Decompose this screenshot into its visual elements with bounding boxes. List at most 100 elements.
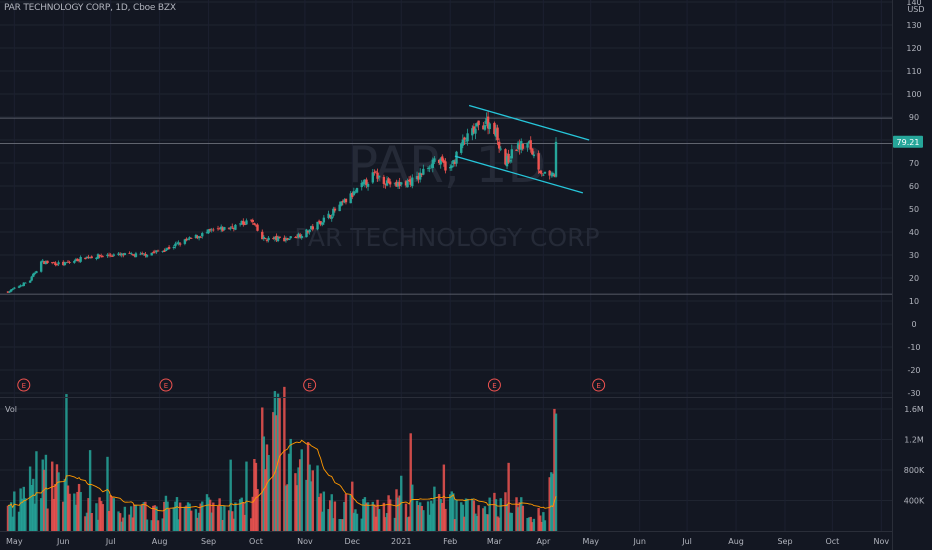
candle-body: [521, 143, 525, 149]
earnings-marker-label: E: [596, 382, 600, 390]
volume-bar: [415, 500, 419, 531]
candle-body: [219, 226, 223, 230]
candle-body: [41, 260, 44, 262]
volume-bar: [79, 492, 82, 531]
candle-body: [286, 238, 289, 240]
volume-series: [6, 386, 558, 531]
candle-body: [101, 256, 104, 258]
candle-body: [188, 237, 191, 239]
volume-bar: [493, 492, 496, 531]
volume-bar: [141, 504, 144, 531]
volume-bar: [542, 512, 545, 531]
volume-bar: [388, 499, 392, 531]
trend-line[interactable]: [454, 155, 584, 194]
volume-bar: [521, 505, 525, 531]
candle-body: [156, 250, 160, 252]
volume-bar: [62, 501, 65, 531]
price-tick-label: 70: [909, 159, 919, 168]
candle-body: [355, 188, 359, 193]
candle-body: [344, 198, 348, 203]
candle-body: [194, 234, 198, 239]
volume-bar: [218, 498, 221, 531]
volume-bar: [377, 509, 381, 531]
earnings-marker[interactable]: [303, 378, 317, 392]
volume-bar: [199, 503, 202, 531]
candle-body: [142, 253, 146, 255]
volume-bar: [393, 517, 397, 531]
candle-body: [311, 226, 314, 230]
candle-body: [172, 246, 176, 249]
candle-body: [232, 227, 236, 229]
volume-bar: [466, 498, 469, 531]
candle-body: [231, 226, 234, 228]
volume-bar: [172, 507, 176, 531]
candle-body: [267, 237, 270, 241]
candle-body: [39, 261, 43, 272]
last-price-text: 79.21: [897, 138, 920, 147]
candle-body: [366, 183, 370, 187]
candle-body: [305, 229, 308, 238]
volume-bar: [95, 503, 98, 531]
volume-bar: [395, 489, 398, 531]
volume-bar: [450, 491, 453, 531]
volume-bar: [264, 469, 267, 531]
volume-bar: [17, 511, 21, 531]
candle-body: [223, 227, 226, 230]
earnings-marker[interactable]: [17, 378, 31, 392]
candle-body: [129, 253, 133, 254]
candle-body: [444, 161, 447, 171]
volume-bar: [76, 491, 79, 531]
candle-body: [411, 177, 414, 187]
grid-lines: [0, 0, 892, 531]
candle-body: [327, 213, 330, 219]
candle-body: [46, 260, 49, 264]
volume-bar: [28, 466, 32, 531]
volume-bar: [152, 505, 155, 531]
candle-body: [221, 227, 224, 231]
volume-bar: [338, 519, 341, 531]
volume-bar: [373, 504, 376, 531]
volume-bar: [472, 500, 476, 531]
volume-bar: [229, 459, 232, 531]
volume-bar: [300, 449, 303, 531]
candle-body: [51, 262, 54, 264]
volume-bar: [216, 506, 220, 531]
trend-channel[interactable]: [454, 104, 590, 194]
earnings-marker[interactable]: [487, 378, 501, 392]
candle-body: [510, 149, 513, 159]
candle-body: [234, 224, 237, 230]
candle-body: [242, 220, 245, 225]
volume-bar: [22, 486, 25, 531]
candle-body: [256, 224, 259, 231]
volume-bar: [548, 477, 551, 531]
candle-body: [87, 256, 90, 259]
trend-line[interactable]: [468, 104, 590, 141]
volume-bar: [371, 501, 375, 531]
volume-bar: [327, 509, 330, 531]
volume-bar: [133, 504, 136, 531]
earnings-marker[interactable]: [159, 378, 173, 392]
earnings-marker[interactable]: [592, 378, 606, 392]
candle-body: [406, 180, 409, 188]
candle-body: [486, 116, 490, 129]
candle-body: [374, 171, 378, 173]
last-price-label: 79.21: [893, 135, 923, 148]
volume-bar: [482, 508, 485, 531]
volume-bar: [256, 489, 259, 531]
candle-body: [395, 181, 398, 187]
volume-bar: [319, 493, 322, 531]
volume-bar: [207, 497, 210, 531]
volume-bar: [444, 508, 447, 531]
volume-bar: [554, 413, 558, 531]
horizontal-levels[interactable]: [0, 117, 892, 295]
candle-body: [73, 260, 76, 263]
candle-body: [197, 236, 201, 239]
price-tick-label: 50: [909, 205, 919, 214]
candle-body: [437, 159, 441, 163]
volume-bar: [74, 504, 78, 531]
candle-body: [396, 182, 400, 187]
candle-body: [526, 142, 529, 148]
volume-bar: [510, 512, 513, 531]
